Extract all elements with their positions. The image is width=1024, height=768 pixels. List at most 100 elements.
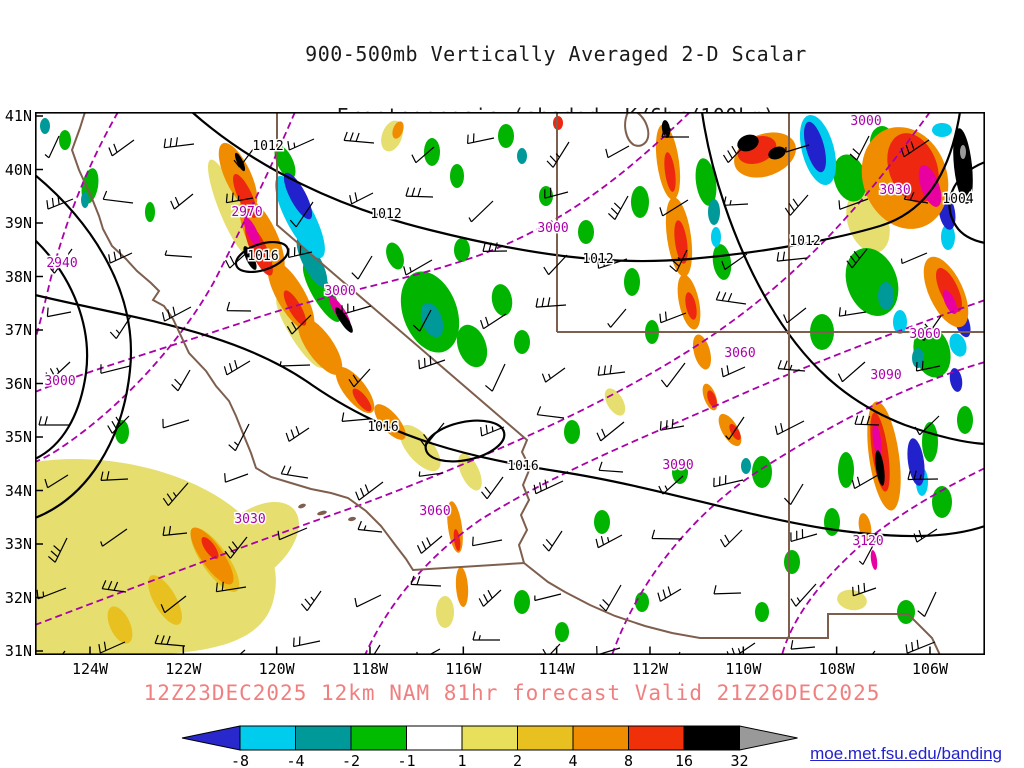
wind-barb xyxy=(535,297,567,308)
wind-barb xyxy=(163,137,195,149)
wind-barb xyxy=(228,423,250,452)
wind-barb xyxy=(659,419,685,431)
colorbar-segment xyxy=(461,725,518,751)
contour-label: 3000 xyxy=(44,374,75,389)
wind-barb xyxy=(108,139,135,157)
contour-label: 1004 xyxy=(942,192,973,207)
contour-label: 3060 xyxy=(419,504,450,519)
wind-barb xyxy=(403,259,433,276)
contour-label: 3030 xyxy=(234,512,265,527)
contour-label: 1012 xyxy=(789,234,820,249)
contour-label: 1016 xyxy=(247,249,278,264)
colorbar-segment xyxy=(295,725,352,751)
wind-barb xyxy=(418,355,446,370)
colorbar-tick-label: 4 xyxy=(568,752,577,768)
wind-barb xyxy=(849,135,870,161)
wind-barb xyxy=(164,250,193,258)
wind-barb xyxy=(595,534,623,549)
wind-barb xyxy=(45,361,71,381)
wind-barb xyxy=(351,255,373,280)
wind-barb xyxy=(597,257,628,269)
wind-barb xyxy=(478,589,502,607)
wind-barb xyxy=(100,528,128,547)
contour-label: 2940 xyxy=(46,256,77,271)
wind-barb xyxy=(900,139,930,158)
wind-barb xyxy=(215,581,247,593)
wind-barb xyxy=(285,426,310,442)
wind-barb xyxy=(101,580,127,593)
colorbar-segment xyxy=(350,725,407,751)
wind-barb xyxy=(416,535,443,554)
wind-barb xyxy=(419,422,445,447)
wind-barb xyxy=(900,252,928,265)
wind-barb xyxy=(482,242,508,252)
wind-barb xyxy=(102,190,134,204)
wind-barb xyxy=(854,415,880,426)
wind-barb xyxy=(238,649,246,655)
wind-barb xyxy=(661,128,689,138)
wind-barb xyxy=(46,195,74,210)
colorbar-segment xyxy=(572,725,629,751)
wind-barb xyxy=(543,254,568,276)
wind-barb xyxy=(348,368,371,388)
contour-label: 1012 xyxy=(370,207,401,222)
wind-barb xyxy=(286,314,312,335)
wind-barb xyxy=(544,187,569,199)
wind-barb xyxy=(785,144,810,153)
colorbar-segment xyxy=(406,725,463,751)
wind-barb xyxy=(542,530,563,552)
wind-barb xyxy=(783,483,804,506)
wind-barb xyxy=(48,248,73,274)
wind-barbs xyxy=(36,128,942,655)
wind-barb xyxy=(726,642,756,655)
contour-label: 3060 xyxy=(724,346,755,361)
wind-barb xyxy=(715,291,747,305)
contour-label: 3030 xyxy=(879,183,910,198)
wind-barb xyxy=(341,412,370,422)
wind-barb xyxy=(599,584,622,612)
lat-tick-label: 33N xyxy=(4,535,32,553)
contour-label: 1016 xyxy=(367,420,398,435)
wind-barb xyxy=(546,141,570,168)
lat-tick-label: 39N xyxy=(4,214,32,232)
lon-tick-label: 114W xyxy=(538,660,575,678)
wind-barb xyxy=(171,369,191,392)
contour-label: 3120 xyxy=(852,534,883,549)
wind-barb xyxy=(598,461,624,473)
colorbar-tick-label: 8 xyxy=(624,752,633,768)
wind-barb xyxy=(713,585,742,595)
wind-barb xyxy=(410,575,442,587)
wind-barb xyxy=(783,307,807,324)
wind-barb xyxy=(279,361,311,367)
state-borders xyxy=(70,112,985,655)
lon-tick-label: 110W xyxy=(725,660,762,678)
wind-barb xyxy=(468,200,494,223)
contour-label: 3000 xyxy=(537,221,568,236)
wind-barb xyxy=(418,471,444,477)
wind-barb xyxy=(170,193,194,210)
wind-barb xyxy=(905,639,936,654)
wind-barb xyxy=(541,367,566,383)
wind-barb xyxy=(907,470,939,481)
wind-barb xyxy=(300,590,322,612)
colorbar-segment xyxy=(239,725,296,751)
wind-barb xyxy=(224,473,249,483)
colorbar-tick-label: -2 xyxy=(342,752,360,768)
lon-tick-label: 116W xyxy=(445,660,482,678)
wind-barb xyxy=(721,365,746,378)
map-canvas: 1012 2970 2940 1016 3000 1012 3000 1012 1012 3000… xyxy=(35,112,985,655)
wind-barb xyxy=(660,362,686,388)
map-frame xyxy=(35,112,985,655)
lon-tick-label: 112W xyxy=(631,660,669,678)
wind-barb xyxy=(341,303,372,315)
wind-barb xyxy=(44,135,60,159)
wind-barb xyxy=(472,536,503,547)
lat-tick-label: 36N xyxy=(4,374,32,393)
credit-link[interactable]: moe.met.fsu.edu/banding xyxy=(810,744,1002,763)
forecast-caption: 12Z23DEC2025 12km NAM 81hr forecast Vali… xyxy=(143,681,881,705)
wind-barb xyxy=(659,199,689,217)
colorbar-tick-label: -4 xyxy=(286,752,304,768)
colorbar-tick-label: 2 xyxy=(513,752,522,768)
lon-tick-label: 122W xyxy=(165,660,202,678)
mslp-contours xyxy=(35,112,985,538)
